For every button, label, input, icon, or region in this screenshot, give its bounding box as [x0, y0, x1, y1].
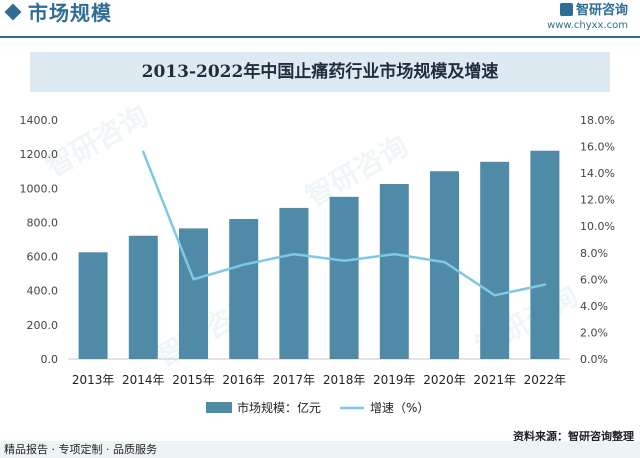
- x-tick-label: 2017年: [273, 373, 316, 387]
- brand-logo-icon: [559, 3, 573, 16]
- y-left-tick-label: 1200.0: [20, 148, 59, 161]
- legend-label-line: 增速（%）: [370, 401, 429, 415]
- legend-swatch-bar: [206, 402, 232, 413]
- chart-title: 2013-2022年中国止痛药行业市场规模及增速: [141, 62, 499, 82]
- source-note: 资料来源：智研咨询整理: [513, 430, 634, 443]
- growth-point: [192, 278, 195, 281]
- brand-url: www.chyxx.com: [547, 20, 628, 31]
- page-header: 市场规模 智研咨询 www.chyxx.com: [0, 0, 640, 44]
- x-tick-label: 2021年: [473, 373, 516, 387]
- y-right-tick-label: 12.0%: [580, 194, 615, 207]
- x-tick-label: 2014年: [122, 373, 165, 387]
- x-tick-label: 2016年: [222, 373, 265, 387]
- growth-point: [342, 259, 346, 262]
- x-tick-label: 2013年: [72, 373, 115, 387]
- growth-point: [443, 260, 446, 264]
- chart-title-band: 2013-2022年中国止痛药行业市场规模及增速: [30, 52, 610, 92]
- y-right-tick-label: 2.0%: [580, 326, 608, 339]
- y-left-tick-label: 400.0: [27, 285, 59, 298]
- page-title: 市场规模: [28, 1, 112, 25]
- y-right-tick-label: 14.0%: [580, 167, 615, 180]
- footer-slogan: 精品报告 · 专项定制 · 品质服务: [4, 443, 157, 456]
- x-tick-label: 2019年: [373, 373, 416, 387]
- growth-point: [493, 294, 496, 297]
- y-right-tick-label: 6.0%: [580, 273, 608, 286]
- growth-point: [393, 252, 396, 256]
- bar: [530, 150, 560, 359]
- bar: [430, 171, 459, 359]
- bar: [229, 219, 259, 359]
- growth-point: [292, 252, 296, 256]
- bar: [480, 161, 510, 359]
- bar: [128, 235, 158, 359]
- y-left-tick-label: 0.0: [41, 353, 59, 366]
- y-left-tick-label: 200.0: [27, 319, 59, 332]
- y-right-tick-label: 16.0%: [580, 141, 615, 154]
- y-left-tick-label: 600.0: [27, 251, 59, 264]
- growth-point: [543, 283, 547, 286]
- header-divider: [0, 36, 640, 38]
- y-left-tick-label: 800.0: [27, 216, 59, 229]
- brand-block: 智研咨询 www.chyxx.com: [547, 3, 628, 32]
- legend-label-bar: 市场规模：亿元: [237, 400, 321, 415]
- brand-name: 智研咨询: [575, 3, 628, 18]
- y-right-tick-label: 4.0%: [580, 300, 608, 313]
- y-right-tick-label: 0.0%: [580, 353, 608, 366]
- x-tick-label: 2020年: [423, 373, 466, 387]
- bar: [78, 252, 108, 359]
- x-tick-label: 2018年: [323, 373, 366, 387]
- bar: [329, 196, 359, 359]
- growth-point: [242, 263, 245, 266]
- bar: [379, 184, 409, 359]
- bar: [279, 207, 309, 359]
- y-right-tick-label: 10.0%: [580, 220, 615, 233]
- y-left-tick-label: 1400.0: [20, 114, 59, 127]
- x-tick-label: 2022年: [524, 373, 567, 387]
- growth-point: [142, 150, 145, 154]
- x-tick-label: 2015年: [172, 373, 215, 387]
- y-right-tick-label: 8.0%: [580, 247, 608, 260]
- footer-band: [0, 441, 640, 458]
- y-left-tick-label: 1000.0: [20, 182, 59, 195]
- y-right-tick-label: 18.0%: [580, 114, 615, 127]
- bar: [179, 228, 208, 359]
